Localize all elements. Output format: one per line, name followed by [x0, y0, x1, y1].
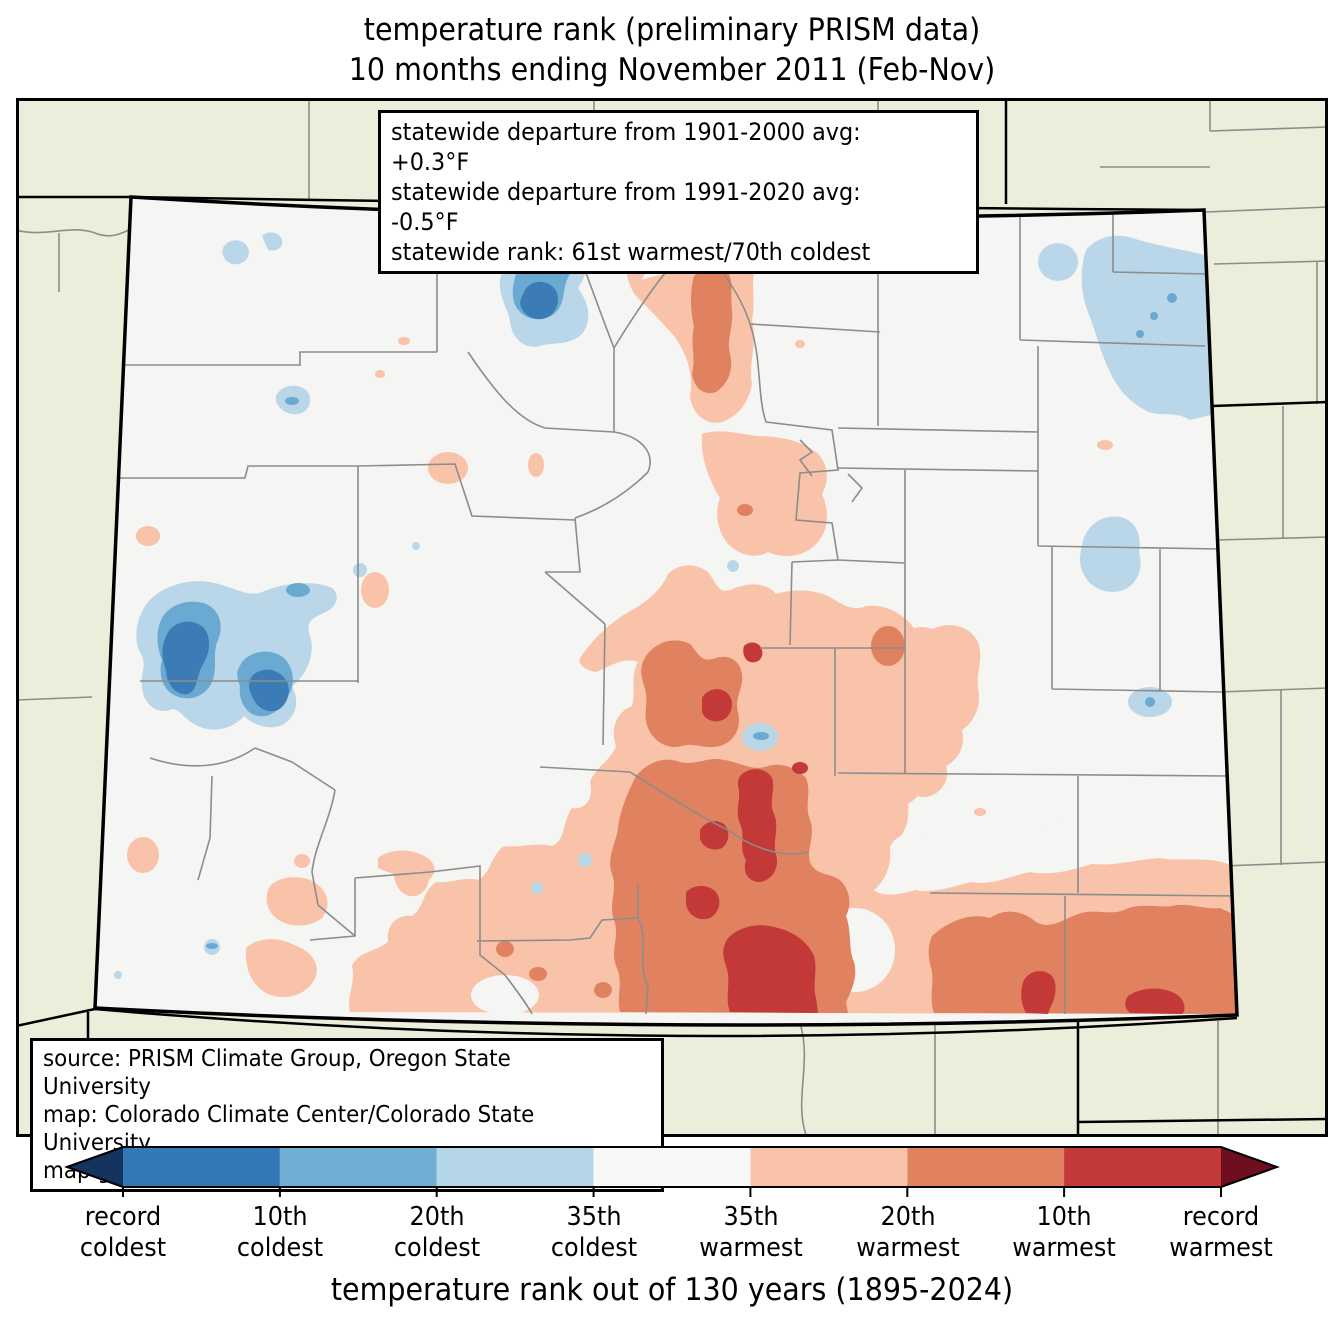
colorbar-seg-neutral: [593, 1147, 751, 1187]
colorbar-caption: temperature rank out of 130 years (1895-…: [330, 1272, 1014, 1308]
colorbar-label-35th-coldest: 35th coldest: [550, 1202, 638, 1263]
stats-departure-1991-2020: statewide departure from 1991-2020 avg: …: [391, 178, 861, 236]
source-line: source: PRISM Climate Group, Oregon Stat…: [43, 1046, 511, 1100]
map-title-line2: 10 months ending November 2011 (Feb-Nov): [348, 52, 996, 88]
colorbar-seg-10th-warmest: [1064, 1147, 1221, 1187]
colorbar-label-20th-coldest: 20th coldest: [393, 1202, 481, 1263]
colorbar-seg-20th-warmest: [907, 1147, 1065, 1187]
colorbar-label-record-warmest: record warmest: [1169, 1202, 1273, 1263]
colorbar-seg-10th-coldest: [123, 1147, 280, 1187]
colorbar-seg-35th-coldest: [436, 1147, 594, 1187]
temperature-rank-colorbar: [64, 1146, 1280, 1197]
colorbar-arrow-record-warmest: [1221, 1147, 1277, 1187]
stats-statewide-rank: statewide rank: 61st warmest/70th coldes…: [391, 238, 871, 266]
map-title-line1: temperature rank (preliminary PRISM data…: [363, 12, 981, 48]
colorbar-label-10th-coldest: 10th coldest: [236, 1202, 324, 1263]
map-title: temperature rank (preliminary PRISM data…: [0, 10, 1344, 90]
colorbar-arrow-record-coldest: [67, 1147, 123, 1187]
map-frame: [16, 98, 1328, 1137]
warm-anomaly-dark-blobs: [686, 642, 1185, 1014]
statewide-stats-box: statewide departure from 1901-2000 avg: …: [378, 110, 979, 274]
colorbar-seg-35th-warmest: [750, 1147, 908, 1187]
colorbar-label-35th-warmest: 35th warmest: [699, 1202, 803, 1263]
map-credit-line: map: Colorado Climate Center/Colorado St…: [43, 1102, 535, 1156]
colorbar-label-10th-warmest: 10th warmest: [1012, 1202, 1116, 1263]
cold-anomaly-dark-blobs: [162, 281, 558, 712]
colorbar-label-20th-warmest: 20th warmest: [856, 1202, 960, 1263]
colorbar-label-record-coldest: record coldest: [79, 1202, 167, 1263]
colorado-county-lines: [120, 212, 1236, 1015]
colorbar-ticks: [122, 1187, 1222, 1197]
colorbar-seg-20th-coldest: [279, 1147, 437, 1187]
stats-departure-1901-2000: statewide departure from 1901-2000 avg: …: [391, 118, 861, 176]
